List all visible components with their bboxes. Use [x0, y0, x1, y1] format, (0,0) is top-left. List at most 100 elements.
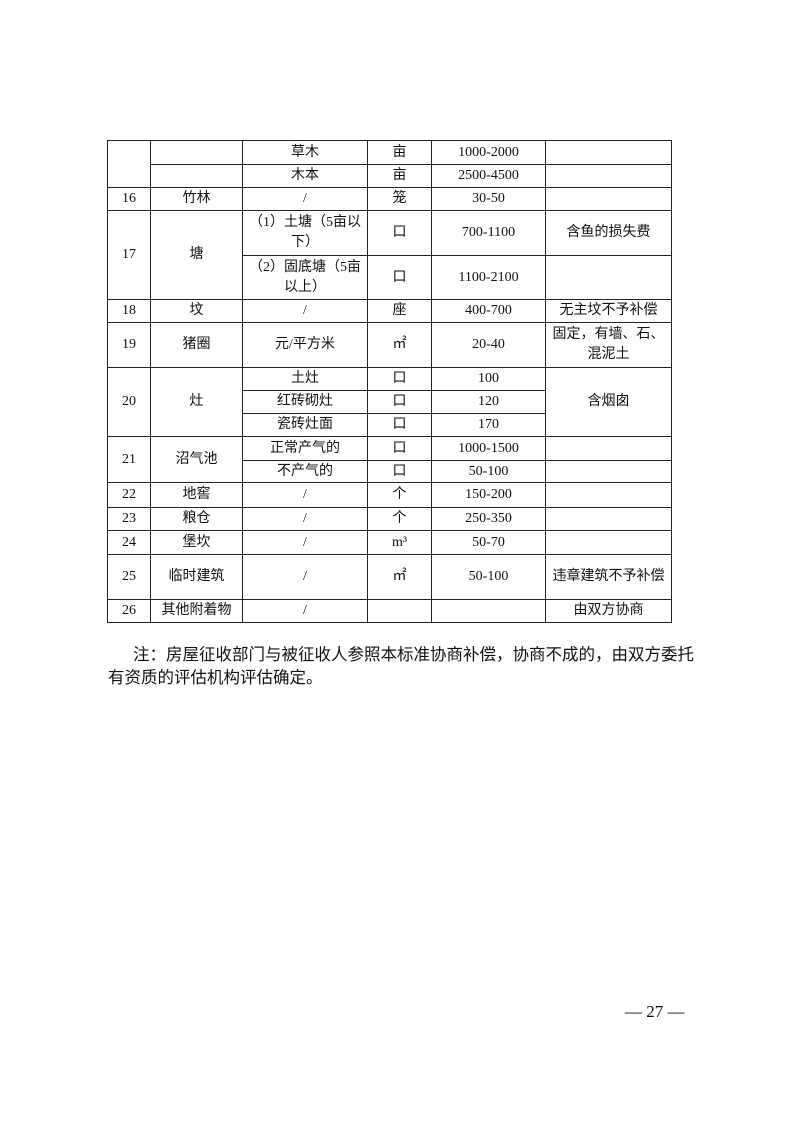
cell-note: [545, 460, 672, 483]
table-row: 瓷砖灶面口 170: [108, 413, 672, 437]
cell-note: 含鱼的损失费: [545, 210, 672, 256]
cell-spec: 木本: [242, 164, 368, 188]
cell-no: 24: [107, 530, 151, 555]
cell-no: 26: [107, 599, 151, 623]
cell-spec: 草木: [242, 140, 368, 165]
table-row: 26 其他附着物 / 由双方协商: [107, 599, 672, 623]
cell-no: 18: [107, 299, 151, 323]
table-row: 25 临时建筑 / ㎡ 50-100 违章建筑不予补偿: [107, 554, 672, 600]
cell-spec: /: [242, 187, 368, 211]
cell-price: [431, 599, 546, 623]
cell-spec: 瓷砖灶面: [242, 413, 368, 437]
table-row: 16 竹林 / 笼 30-50: [107, 187, 672, 211]
cell-name: [150, 140, 243, 165]
table-row: 17 塘（1）土塘（5亩以下）口 700-1100 含鱼的损失费: [107, 210, 672, 300]
cell-price: 2500-4500: [431, 164, 546, 188]
page-number: — 27 —: [625, 1002, 685, 1021]
cell-spec: 元/平方米: [242, 322, 368, 368]
cell-name: [150, 164, 243, 188]
cell-name: 临时建筑: [150, 554, 243, 600]
cell-spec: 红砖砌灶: [242, 390, 368, 414]
cell-note: [545, 255, 672, 300]
cell-note: [545, 436, 672, 461]
cell-unit: 亩: [367, 140, 432, 165]
cell-no: 25: [107, 554, 151, 600]
cell-unit: 座: [367, 299, 432, 323]
cell-name: 其他附着物: [150, 599, 243, 623]
cell-note: [545, 164, 672, 188]
table-row: （2）固底塘（5亩以上）口 1100-2100: [108, 255, 672, 300]
cell-price: 120: [431, 390, 546, 414]
cell-unit: 口: [367, 413, 432, 437]
cell-spec: /: [242, 507, 368, 531]
cell-note: [545, 482, 672, 508]
cell-no: 21: [107, 436, 151, 483]
cell-spec: （1）土塘（5亩以下）: [242, 210, 368, 256]
cell-price: 700-1100: [431, 210, 546, 256]
cell-unit: 口: [367, 390, 432, 414]
table-row: 24 堡坎 / m³ 50-70: [107, 530, 672, 555]
cell-spec: /: [242, 599, 368, 623]
cell-name: 堡坎: [150, 530, 243, 555]
cell-note: 含烟囱: [545, 367, 672, 437]
cell-no: 20: [107, 367, 151, 437]
cell-no: 17: [107, 210, 151, 300]
cell-name: 地窖: [150, 482, 243, 508]
cell-name: 粮仓: [150, 507, 243, 531]
cell-price: 250-350: [431, 507, 546, 531]
cell-price: 20-40: [431, 322, 546, 368]
table-row: 21 沼气池 正常产气的口 1000-1500: [107, 436, 672, 483]
cell-unit: 口: [367, 460, 432, 483]
table-row: 20 灶土灶口 100 含烟囱: [107, 367, 672, 437]
cell-name: 塘: [150, 210, 243, 300]
cell-note: 无主坟不予补偿: [545, 299, 672, 323]
cell-no: 19: [107, 322, 151, 368]
cell-name: 猪圈: [150, 322, 243, 368]
cell-note: 违章建筑不予补偿: [545, 554, 672, 600]
cell-spec: 正常产气的: [242, 436, 368, 461]
cell-unit: 口: [367, 436, 432, 461]
cell-unit: ㎡: [367, 322, 432, 368]
cell-spec: /: [242, 482, 368, 508]
cell-unit: m³: [367, 530, 432, 555]
cell-no: [107, 140, 151, 188]
cell-spec: （2）固底塘（5亩以上）: [242, 255, 368, 300]
cell-unit: 口: [367, 255, 432, 300]
cell-price: 400-700: [431, 299, 546, 323]
cell-name: 沼气池: [150, 436, 243, 483]
cell-spec: /: [242, 299, 368, 323]
cell-no: 22: [107, 482, 151, 508]
cell-price: 100: [431, 367, 546, 391]
cell-spec: /: [242, 554, 368, 600]
cell-name: 竹林: [150, 187, 243, 211]
cell-no: 16: [107, 187, 151, 211]
table-row: 木本亩 2500-4500: [108, 164, 672, 188]
cell-price: 50-70: [431, 530, 546, 555]
cell-name: 坟: [150, 299, 243, 323]
table-row: 红砖砌灶口 120: [108, 390, 672, 414]
cell-price: 1000-2000: [431, 140, 546, 165]
compensation-table: 草木亩 1000-2000 木本亩 2500-4500 16 竹林 / 笼 30-50 17 塘（1…: [107, 140, 672, 623]
cell-price: 1100-2100: [431, 255, 546, 300]
cell-price: 30-50: [431, 187, 546, 211]
cell-unit: [367, 599, 432, 623]
cell-note: [545, 187, 672, 211]
cell-name: 灶: [150, 367, 243, 437]
cell-price: 150-200: [431, 482, 546, 508]
cell-price: 50-100: [431, 554, 546, 600]
cell-no: 23: [107, 507, 151, 531]
cell-unit: 个: [367, 482, 432, 508]
cell-price: 1000-1500: [431, 436, 546, 461]
cell-unit: 口: [367, 367, 432, 391]
cell-spec: 不产气的: [242, 460, 368, 483]
cell-unit: 亩: [367, 164, 432, 188]
table-row: 22 地窖 / 个 150-200: [107, 482, 672, 508]
table-row: 23 粮仓 / 个 250-350: [107, 507, 672, 531]
cell-note: 由双方协商: [545, 599, 672, 623]
table-row: 草木亩 1000-2000: [107, 140, 672, 188]
cell-note: [545, 140, 672, 165]
cell-note: 固定，有墙、石、混泥土: [545, 322, 672, 368]
cell-unit: ㎡: [367, 554, 432, 600]
cell-spec: /: [242, 530, 368, 555]
cell-unit: 口: [367, 210, 432, 256]
